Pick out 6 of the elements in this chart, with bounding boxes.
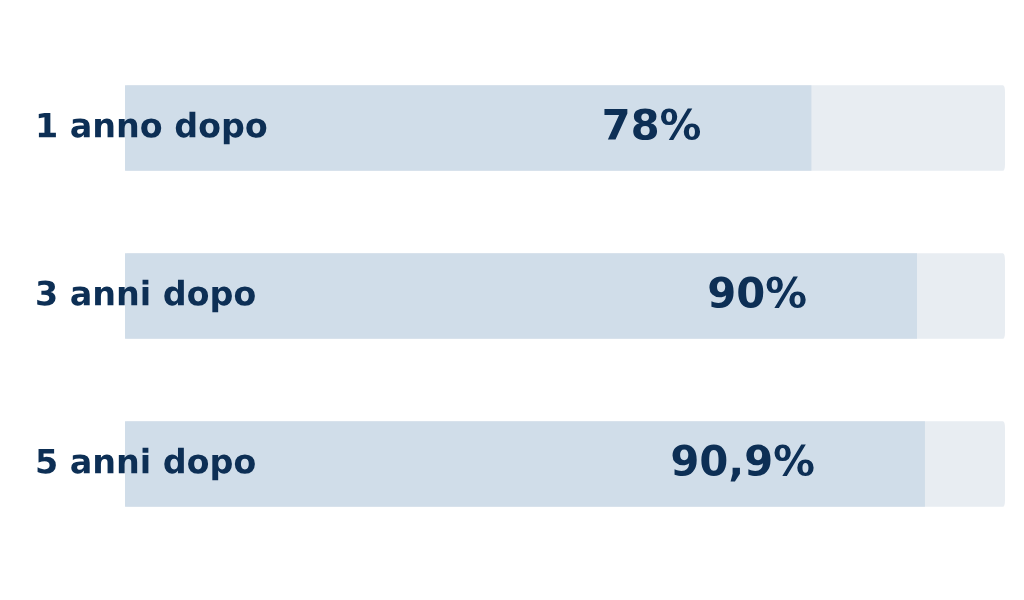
y-tick-label: 1 anno dopo bbox=[38, 111, 267, 145]
y-tick-label: 3 anni dopo bbox=[37, 279, 255, 313]
y-tick-label: 5 anni dopo bbox=[37, 447, 255, 481]
data-label: 78% bbox=[604, 108, 701, 141]
data-label: 90,9% bbox=[672, 444, 814, 482]
data-label: 90% bbox=[709, 276, 806, 309]
